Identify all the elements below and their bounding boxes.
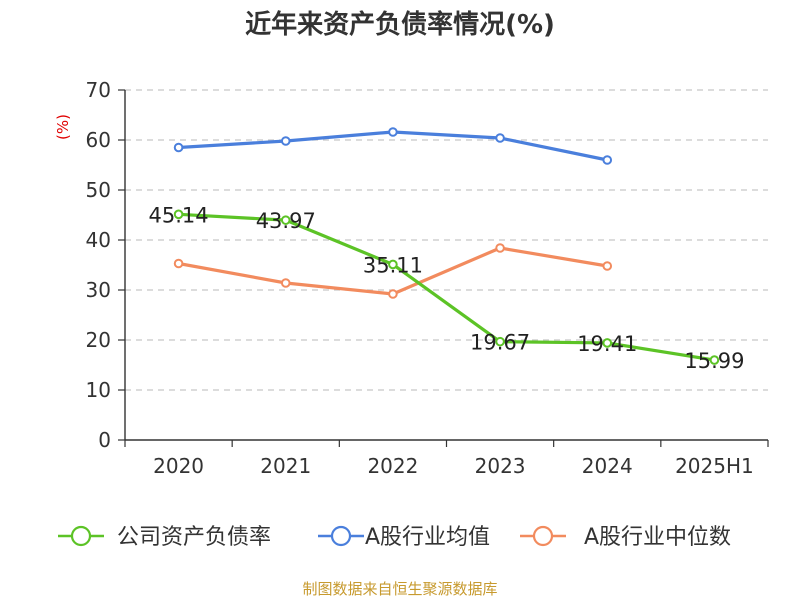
x-tick-label: 2021 — [260, 454, 311, 478]
data-point[interactable] — [709, 355, 720, 365]
data-label: 45.14 — [149, 203, 209, 227]
data-point[interactable] — [602, 261, 613, 271]
data-point[interactable] — [388, 289, 398, 299]
data-point[interactable] — [280, 278, 291, 288]
y-tick-label: 60 — [86, 128, 111, 152]
y-tick-label: 20 — [86, 328, 111, 352]
data-labels: 45.14 43.97 35.11 19.67 19.41 15.99 — [149, 203, 745, 373]
data-point[interactable] — [602, 155, 613, 165]
legend-label[interactable]: A股行业中位数 — [584, 525, 731, 550]
y-tick-label: 30 — [86, 278, 111, 302]
data-label: 19.67 — [470, 331, 530, 355]
data-point[interactable] — [388, 259, 398, 270]
y-tick-label: 50 — [86, 178, 111, 202]
chart-title: 近年来资产负债率情况(%) — [245, 9, 555, 40]
legend-label[interactable]: A股行业均值 — [365, 525, 490, 550]
legend-label[interactable]: 公司资产负债率 — [117, 525, 271, 550]
data-point[interactable] — [602, 338, 613, 348]
y-axis-label: (%) — [54, 114, 72, 140]
legend[interactable]: 公司资产负债率 A股行业均值 A股行业中位数 — [58, 525, 731, 550]
data-point[interactable] — [495, 243, 505, 253]
series-lines — [173, 127, 720, 365]
data-point[interactable] — [495, 336, 505, 347]
data-point[interactable] — [173, 209, 184, 220]
series-line — [178, 212, 715, 362]
x-tick-label: 2022 — [367, 454, 418, 478]
x-tick-label: 2025H1 — [675, 454, 754, 478]
data-point[interactable] — [388, 127, 398, 137]
legend-marker[interactable] — [532, 525, 554, 547]
data-point[interactable] — [280, 215, 291, 225]
gridlines — [125, 89, 768, 391]
y-tick-label: 10 — [86, 378, 111, 402]
data-label: 43.97 — [256, 209, 316, 233]
x-tick-label: 2023 — [475, 454, 526, 478]
legend-marker[interactable] — [70, 525, 92, 547]
x-tick-label: 2024 — [582, 454, 633, 478]
source-note: 制图数据来自恒生聚源数据库 — [302, 580, 497, 598]
x-tick-labels: 2020 2021 2022 2023 2024 2025H1 — [153, 454, 754, 478]
y-tick-label: 0 — [98, 428, 111, 452]
data-point[interactable] — [280, 136, 291, 146]
data-point[interactable] — [173, 258, 184, 269]
data-label: 15.99 — [684, 349, 744, 373]
data-label: 19.41 — [577, 332, 637, 356]
data-point[interactable] — [173, 142, 184, 153]
y-tick-label: 40 — [86, 228, 111, 252]
y-tick-label: 70 — [86, 78, 111, 102]
y-tick-labels: 0 10 20 30 40 50 60 70 — [86, 78, 111, 452]
data-label: 35.11 — [363, 253, 423, 277]
legend-marker[interactable] — [330, 525, 352, 547]
data-point[interactable] — [495, 133, 505, 143]
axes — [118, 89, 769, 447]
x-tick-label: 2020 — [153, 454, 204, 478]
